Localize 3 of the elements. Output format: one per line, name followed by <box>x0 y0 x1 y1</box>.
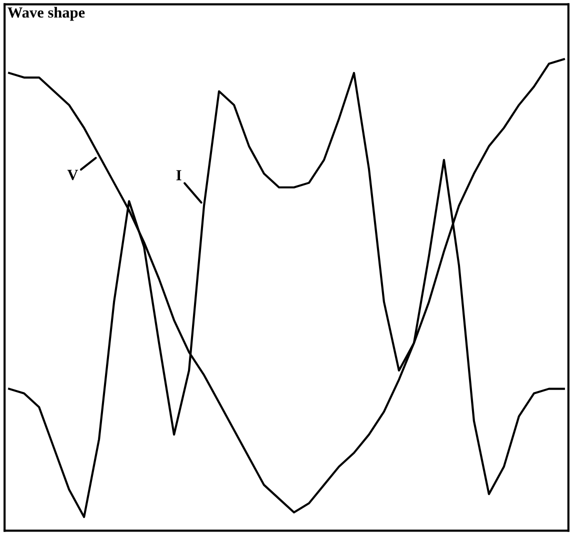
series-label: I <box>176 170 182 180</box>
legend-label: V <box>67 170 78 180</box>
chart-title: Wave shape <box>8 6 85 21</box>
